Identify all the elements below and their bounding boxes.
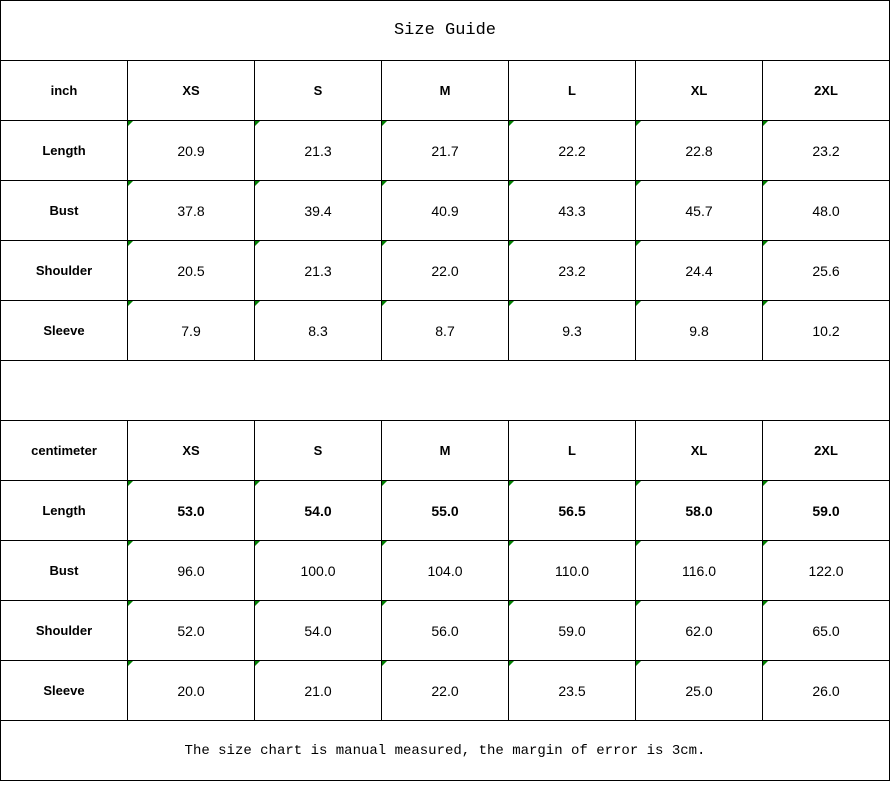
measure-label: Shoulder — [0, 600, 128, 661]
unit-label: centimeter — [0, 420, 128, 481]
measure-value: 54.0 — [254, 480, 382, 541]
measure-value: 40.9 — [381, 180, 509, 241]
measure-value: 96.0 — [127, 540, 255, 601]
measure-value: 21.3 — [254, 240, 382, 301]
page-title: Size Guide — [0, 0, 890, 61]
measure-value: 100.0 — [254, 540, 382, 601]
measure-value: 48.0 — [762, 180, 890, 241]
table-row: Bust 37.8 39.4 40.9 43.3 45.7 48.0 — [0, 180, 890, 241]
size-header: XS — [127, 420, 255, 481]
size-header: M — [381, 420, 509, 481]
measure-value: 9.3 — [508, 300, 636, 361]
measure-value: 22.0 — [381, 240, 509, 301]
measure-value: 25.6 — [762, 240, 890, 301]
measure-value: 59.0 — [762, 480, 890, 541]
measure-label: Bust — [0, 540, 128, 601]
table-row: Bust 96.0 100.0 104.0 110.0 116.0 122.0 — [0, 540, 890, 601]
table-row: Sleeve 20.0 21.0 22.0 23.5 25.0 26.0 — [0, 660, 890, 721]
measure-label: Length — [0, 480, 128, 541]
measure-value: 21.3 — [254, 120, 382, 181]
measure-value: 65.0 — [762, 600, 890, 661]
measure-value: 56.5 — [508, 480, 636, 541]
measurement-note: The size chart is manual measured, the m… — [0, 720, 890, 781]
measure-value: 22.8 — [635, 120, 763, 181]
measure-value: 10.2 — [762, 300, 890, 361]
measure-value: 25.0 — [635, 660, 763, 721]
measure-value: 22.2 — [508, 120, 636, 181]
size-header: L — [508, 420, 636, 481]
size-header: S — [254, 420, 382, 481]
measure-value: 21.7 — [381, 120, 509, 181]
measure-value: 43.3 — [508, 180, 636, 241]
measure-label: Shoulder — [0, 240, 128, 301]
measure-value: 21.0 — [254, 660, 382, 721]
measure-value: 8.3 — [254, 300, 382, 361]
measure-value: 23.5 — [508, 660, 636, 721]
spacer-row — [0, 360, 890, 421]
measure-value: 26.0 — [762, 660, 890, 721]
header-row: centimeter XS S M L XL 2XL — [0, 420, 890, 481]
table-row: Shoulder 20.5 21.3 22.0 23.2 24.4 25.6 — [0, 240, 890, 301]
measure-value: 9.8 — [635, 300, 763, 361]
measure-value: 7.9 — [127, 300, 255, 361]
measure-value: 45.7 — [635, 180, 763, 241]
measure-value: 55.0 — [381, 480, 509, 541]
size-header: 2XL — [762, 60, 890, 121]
measure-value: 54.0 — [254, 600, 382, 661]
measure-value: 110.0 — [508, 540, 636, 601]
size-header: XS — [127, 60, 255, 121]
spacer — [0, 360, 890, 421]
size-header: 2XL — [762, 420, 890, 481]
measure-value: 104.0 — [381, 540, 509, 601]
size-header: L — [508, 60, 636, 121]
unit-label: inch — [0, 60, 128, 121]
size-header: XL — [635, 60, 763, 121]
measure-value: 8.7 — [381, 300, 509, 361]
note-row: The size chart is manual measured, the m… — [0, 720, 890, 781]
measure-value: 122.0 — [762, 540, 890, 601]
measure-value: 20.9 — [127, 120, 255, 181]
measure-value: 23.2 — [762, 120, 890, 181]
header-row: inch XS S M L XL 2XL — [0, 60, 890, 121]
measure-value: 52.0 — [127, 600, 255, 661]
measure-value: 58.0 — [635, 480, 763, 541]
measure-value: 20.5 — [127, 240, 255, 301]
measure-value: 116.0 — [635, 540, 763, 601]
measure-value: 37.8 — [127, 180, 255, 241]
measure-value: 62.0 — [635, 600, 763, 661]
measure-value: 22.0 — [381, 660, 509, 721]
measure-value: 20.0 — [127, 660, 255, 721]
measure-label: Sleeve — [0, 300, 128, 361]
measure-label: Sleeve — [0, 660, 128, 721]
measure-value: 24.4 — [635, 240, 763, 301]
measure-value: 23.2 — [508, 240, 636, 301]
title-row: Size Guide — [0, 0, 890, 61]
measure-label: Length — [0, 120, 128, 181]
size-header: S — [254, 60, 382, 121]
table-row: Length 20.9 21.3 21.7 22.2 22.8 23.2 — [0, 120, 890, 181]
measure-value: 59.0 — [508, 600, 636, 661]
table-row: Length 53.0 54.0 55.0 56.5 58.0 59.0 — [0, 480, 890, 541]
measure-value: 56.0 — [381, 600, 509, 661]
size-header: XL — [635, 420, 763, 481]
measure-value: 53.0 — [127, 480, 255, 541]
size-header: M — [381, 60, 509, 121]
measure-value: 39.4 — [254, 180, 382, 241]
measure-label: Bust — [0, 180, 128, 241]
table-row: Shoulder 52.0 54.0 56.0 59.0 62.0 65.0 — [0, 600, 890, 661]
table-row: Sleeve 7.9 8.3 8.7 9.3 9.8 10.2 — [0, 300, 890, 361]
